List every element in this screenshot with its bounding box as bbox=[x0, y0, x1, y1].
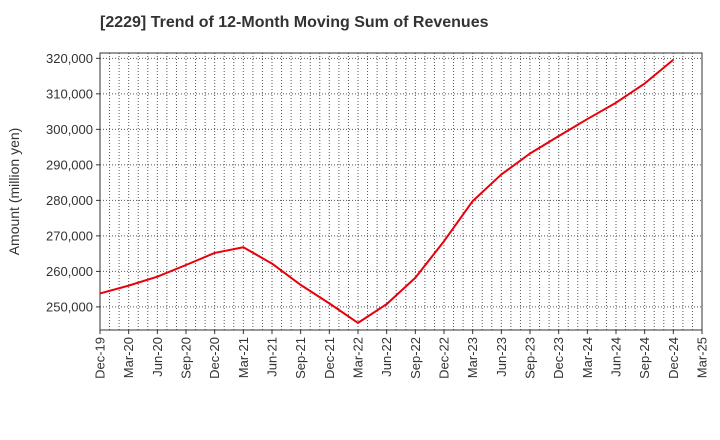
x-tick-label: Jun-20 bbox=[150, 337, 165, 377]
y-tick-label: 260,000 bbox=[46, 264, 93, 279]
x-tick-label: Mar-20 bbox=[121, 337, 136, 378]
y-tick-label: 290,000 bbox=[46, 157, 93, 172]
series-line bbox=[99, 58, 674, 324]
x-tick-label: Sep-20 bbox=[179, 337, 194, 379]
x-axis: Dec-19 Mar-20 Jun-20 Sep-20 Dec-20 Mar-21 Jun-… bbox=[93, 330, 710, 379]
x-tick-label: Jun-23 bbox=[494, 337, 509, 377]
x-tick-label: Dec-23 bbox=[551, 337, 566, 379]
x-tick-label: Sep-24 bbox=[637, 337, 652, 379]
y-tick-label: 270,000 bbox=[46, 228, 93, 243]
y-tick-label: 320,000 bbox=[46, 51, 93, 66]
x-tick-label: Sep-23 bbox=[523, 337, 538, 379]
x-tick-label: Dec-22 bbox=[437, 337, 452, 379]
x-tick-label: Mar-23 bbox=[465, 337, 480, 378]
x-tick-label: Dec-24 bbox=[666, 337, 681, 379]
x-tick-label: Sep-22 bbox=[408, 337, 423, 379]
y-tick-label: 280,000 bbox=[46, 193, 93, 208]
x-tick-label: Mar-25 bbox=[695, 337, 710, 378]
y-tick-label: 250,000 bbox=[46, 299, 93, 314]
x-tick-label: Dec-20 bbox=[207, 337, 222, 379]
x-tick-label: Dec-21 bbox=[322, 337, 337, 379]
series-layer bbox=[99, 58, 674, 324]
chart-title: [2229] Trend of 12-Month Moving Sum of R… bbox=[100, 14, 489, 31]
x-tick-label: Sep-21 bbox=[293, 337, 308, 379]
plot-area bbox=[99, 52, 703, 331]
y-axis: 250,000 260,000 270,000 280,000 290,000 300,0… bbox=[46, 51, 100, 314]
x-tick-label: Jun-21 bbox=[265, 337, 280, 377]
x-tick-label: Dec-19 bbox=[93, 337, 108, 379]
grid bbox=[100, 53, 702, 330]
y-tick-label: 300,000 bbox=[46, 122, 93, 137]
x-tick-label: Jun-24 bbox=[609, 337, 624, 377]
x-tick-label: Mar-24 bbox=[580, 337, 595, 378]
x-tick-label: Mar-22 bbox=[351, 337, 366, 378]
y-tick-label: 310,000 bbox=[46, 86, 93, 101]
x-tick-label: Jun-22 bbox=[379, 337, 394, 377]
y-axis-label: Amount (million yen) bbox=[6, 128, 22, 256]
x-tick-label: Mar-21 bbox=[236, 337, 251, 378]
